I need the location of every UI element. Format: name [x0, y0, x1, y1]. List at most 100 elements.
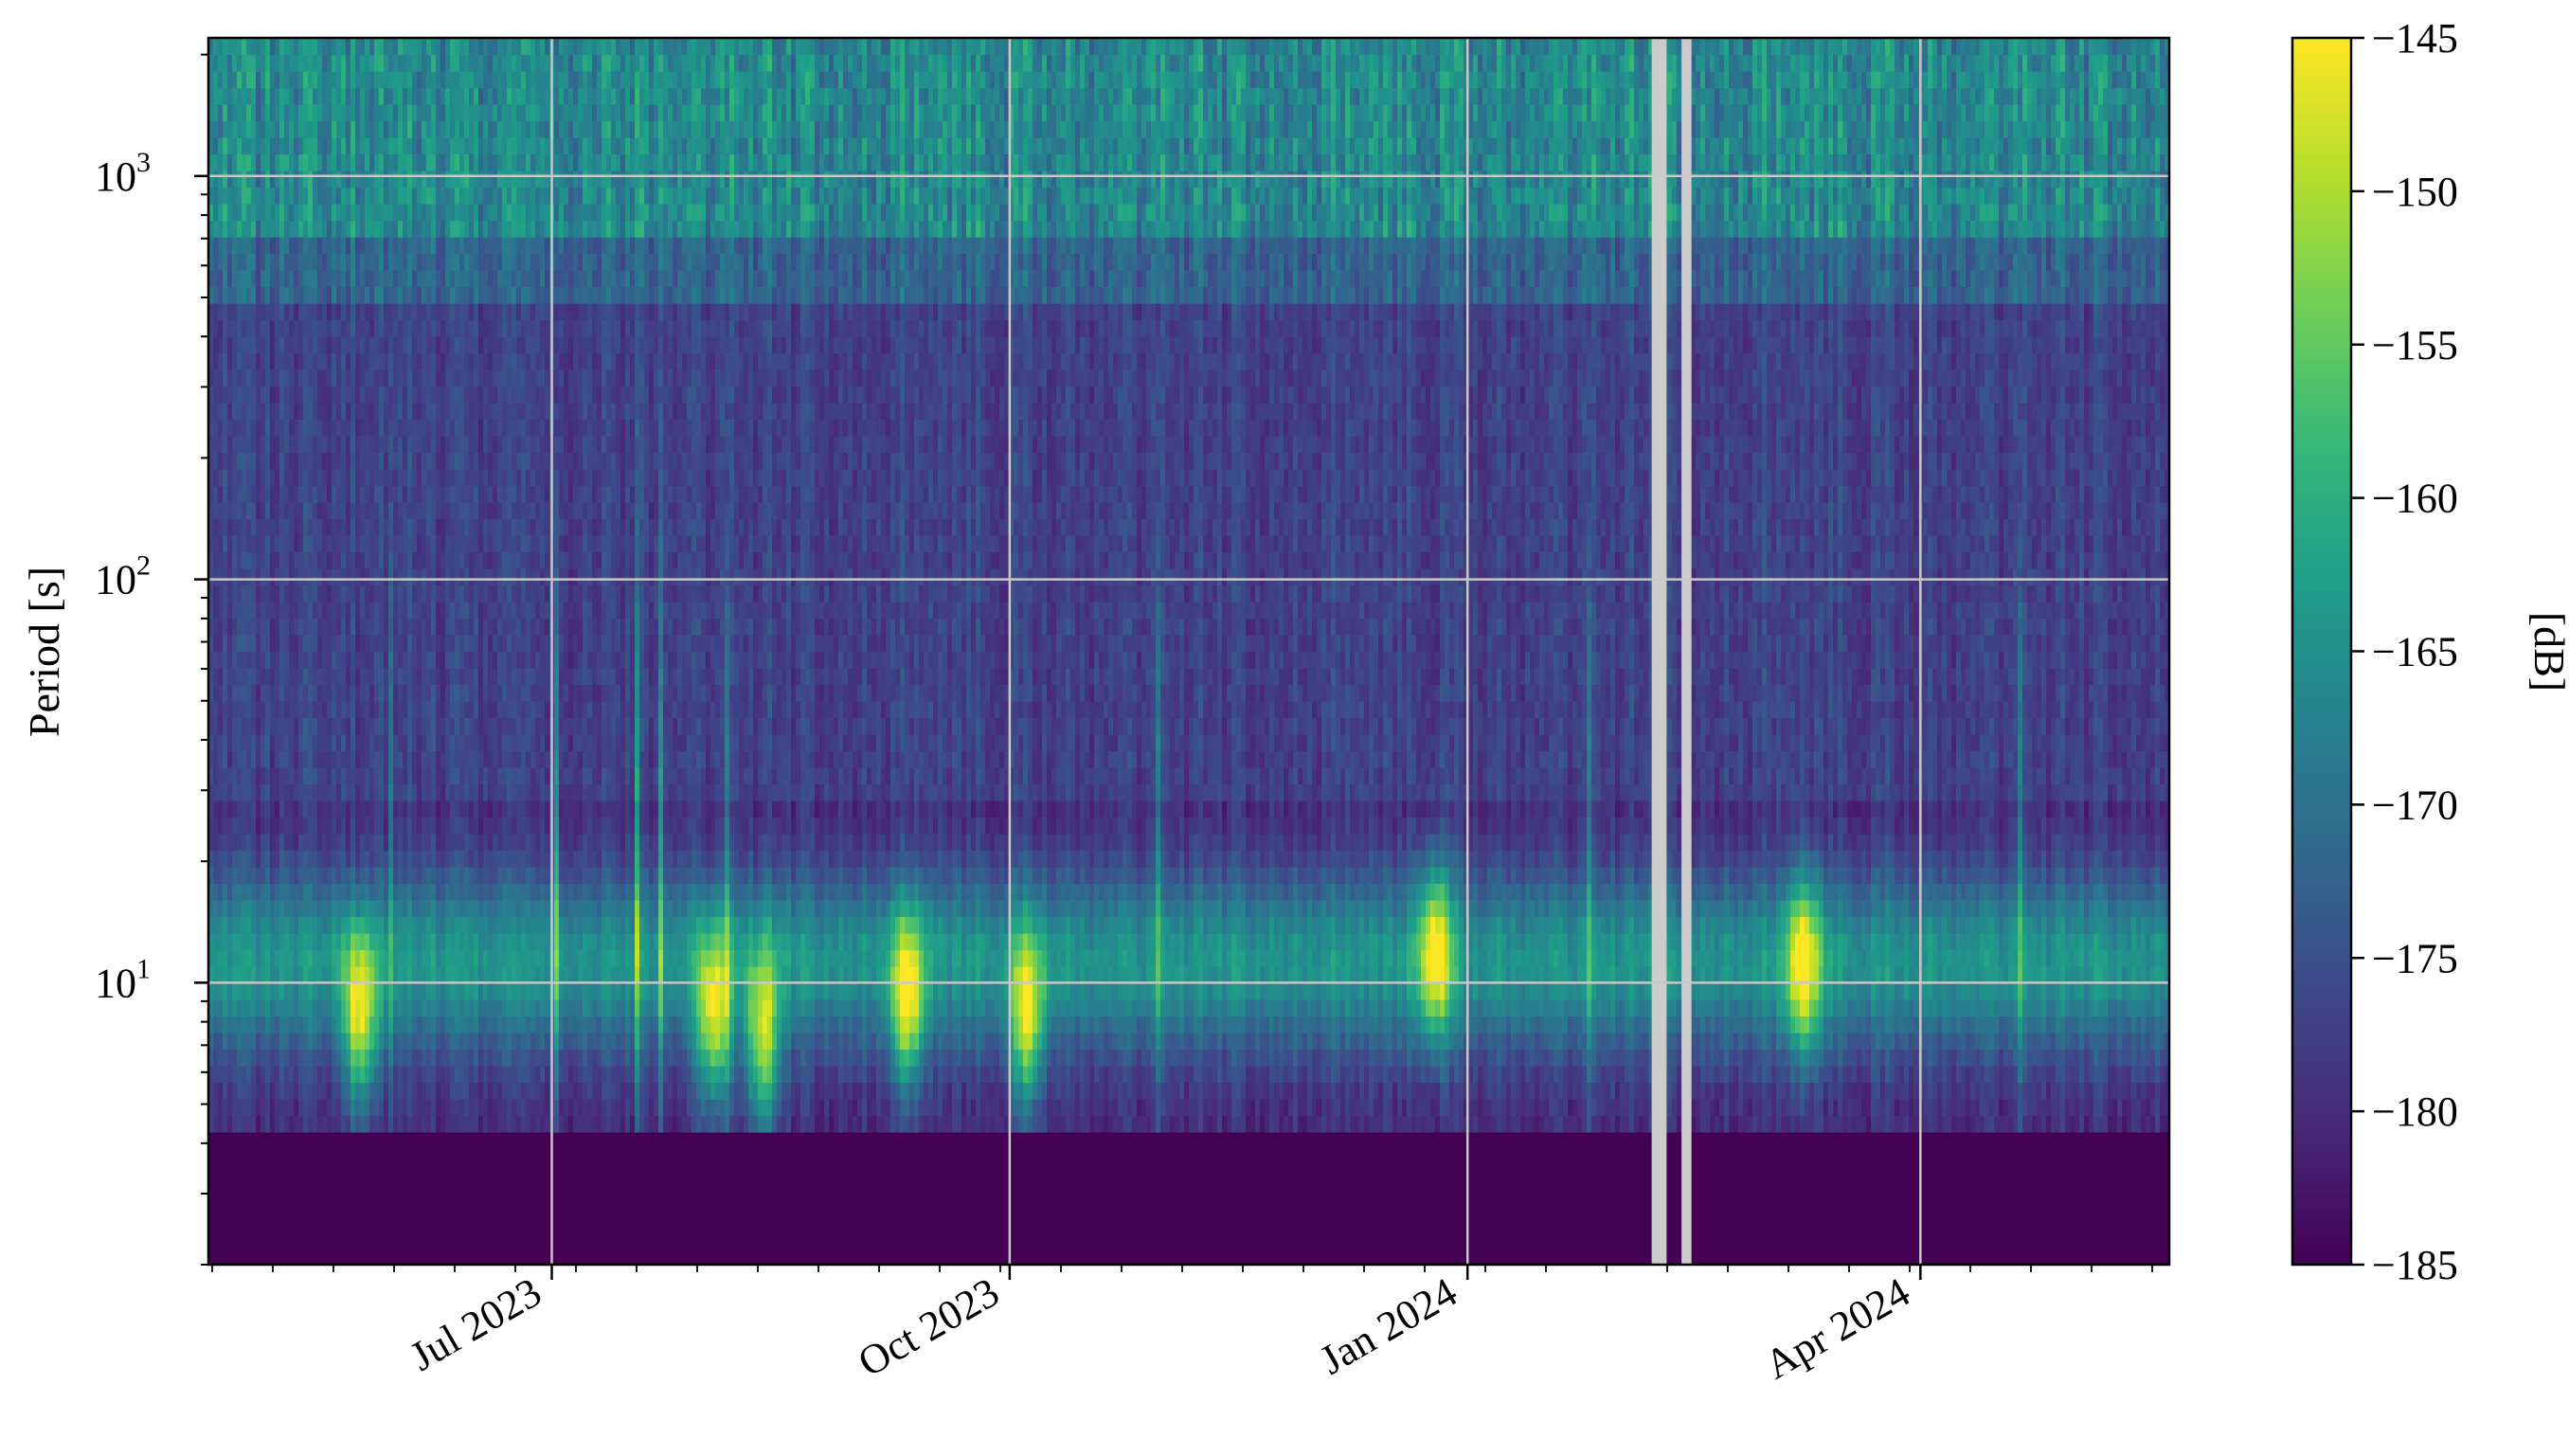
- heatmap-cell: [298, 1050, 304, 1067]
- heatmap-cell: [384, 55, 389, 72]
- heatmap-cell: [464, 619, 470, 636]
- heatmap-cell: [256, 800, 261, 818]
- heatmap-cell: [450, 88, 456, 105]
- heatmap-cell: [360, 369, 366, 386]
- heatmap-cell: [341, 71, 347, 88]
- heatmap-cell: [237, 270, 243, 287]
- heatmap-cell: [464, 685, 470, 702]
- heatmap-cell: [426, 668, 432, 685]
- heatmap-cell: [350, 784, 356, 801]
- heatmap-cell: [483, 519, 489, 536]
- heatmap-cell: [327, 320, 332, 337]
- heatmap-cell: [455, 420, 460, 437]
- heatmap-cell: [350, 270, 356, 287]
- heatmap-cell: [327, 1165, 332, 1182]
- heatmap-cell: [469, 154, 475, 171]
- heatmap-cell: [502, 453, 508, 470]
- heatmap-cell: [298, 104, 304, 121]
- heatmap-cell: [369, 1050, 375, 1067]
- heatmap-cell: [265, 933, 271, 950]
- heatmap-cell: [260, 1198, 266, 1215]
- heatmap-cell: [246, 270, 252, 287]
- heatmap-cell: [379, 552, 385, 569]
- heatmap-cell: [502, 1016, 508, 1034]
- heatmap-cell: [488, 1249, 494, 1266]
- heatmap-cell: [526, 652, 531, 669]
- heatmap-cell: [502, 369, 508, 386]
- heatmap-cell: [303, 851, 309, 868]
- heatmap-cell: [445, 652, 451, 669]
- heatmap-cell: [256, 834, 261, 851]
- heatmap-cell: [313, 867, 318, 884]
- heatmap-cell: [459, 1249, 465, 1266]
- heatmap-cell: [218, 1083, 224, 1100]
- heatmap-cell: [512, 851, 517, 868]
- heatmap-cell: [464, 436, 470, 453]
- heatmap-cell: [232, 734, 238, 751]
- heatmap-cell: [336, 88, 342, 105]
- heatmap-cell: [464, 353, 470, 370]
- heatmap-cell: [298, 1149, 304, 1166]
- heatmap-cell: [218, 369, 224, 386]
- heatmap-cell: [232, 535, 238, 552]
- heatmap-cell: [313, 1083, 318, 1100]
- heatmap-cell: [379, 420, 385, 437]
- heatmap-cell: [360, 652, 366, 669]
- heatmap-cell: [374, 884, 380, 901]
- heatmap-cell: [493, 950, 498, 967]
- heatmap-cell: [516, 336, 522, 353]
- heatmap-cell: [374, 403, 380, 420]
- heatmap-cell: [308, 71, 314, 88]
- heatmap-cell: [308, 88, 314, 105]
- heatmap-cell: [284, 1198, 290, 1215]
- heatmap-cell: [450, 734, 456, 751]
- heatmap-cell: [346, 171, 351, 188]
- heatmap-cell: [412, 403, 418, 420]
- heatmap-cell: [516, 121, 522, 138]
- heatmap-cell: [422, 453, 427, 470]
- heatmap-cell: [440, 685, 446, 702]
- heatmap-cell: [431, 88, 437, 105]
- heatmap-cell: [223, 966, 228, 983]
- heatmap-cell: [279, 1116, 285, 1133]
- heatmap-cell: [426, 1033, 432, 1050]
- heatmap-cell: [298, 917, 304, 934]
- heatmap-cell: [232, 619, 238, 636]
- heatmap-cell: [379, 851, 385, 868]
- heatmap-cell: [213, 1198, 219, 1215]
- heatmap-cell: [469, 1165, 475, 1182]
- heatmap-cell: [246, 237, 252, 254]
- heatmap-cell: [516, 237, 522, 254]
- heatmap-cell: [379, 900, 385, 917]
- heatmap-cell: [374, 254, 380, 271]
- heatmap-cell: [279, 121, 285, 138]
- heatmap-cell: [346, 1066, 351, 1083]
- heatmap-cell: [464, 800, 470, 818]
- heatmap-cell: [422, 1198, 427, 1215]
- heatmap-cell: [289, 1215, 295, 1232]
- heatmap-cell: [474, 818, 479, 835]
- heatmap-cell: [412, 734, 418, 751]
- heatmap-cell: [350, 999, 356, 1016]
- heatmap-cell: [388, 568, 394, 585]
- heatmap-cell: [374, 718, 380, 735]
- heatmap-cell: [374, 1116, 380, 1133]
- heatmap-cell: [313, 851, 318, 868]
- heatmap-cell: [407, 1215, 413, 1232]
- heatmap-cell: [246, 154, 252, 171]
- heatmap-cell: [232, 1215, 238, 1232]
- heatmap-cell: [365, 403, 370, 420]
- heatmap-cell: [313, 519, 318, 536]
- heatmap-cell: [469, 552, 475, 569]
- heatmap-cell: [483, 320, 489, 337]
- heatmap-cell: [227, 221, 233, 238]
- heatmap-cell: [313, 585, 318, 602]
- heatmap-cell: [450, 188, 456, 205]
- heatmap-cell: [431, 535, 437, 552]
- heatmap-cell: [223, 237, 228, 254]
- heatmap-cell: [213, 320, 219, 337]
- heatmap-cell: [469, 884, 475, 901]
- heatmap-cell: [350, 800, 356, 818]
- heatmap-cell: [388, 386, 394, 404]
- heatmap-cell: [213, 237, 219, 254]
